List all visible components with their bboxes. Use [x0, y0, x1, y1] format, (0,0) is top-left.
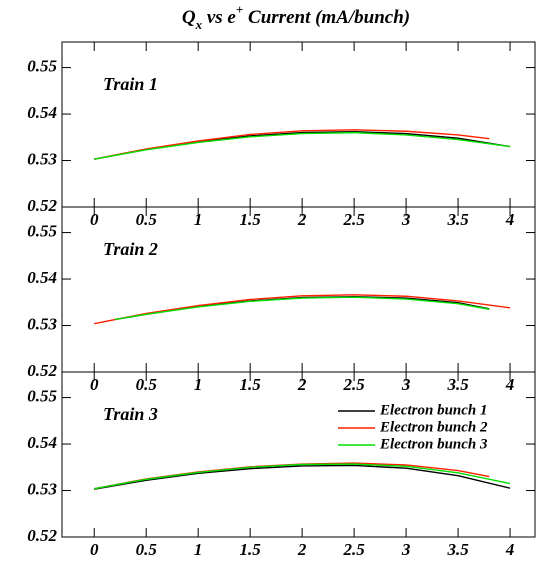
x-tick-label: 3 [401, 375, 411, 394]
y-tick-label: 0.52 [27, 196, 57, 215]
plot-frame [61, 206, 536, 373]
x-tick-label: 0.5 [136, 375, 158, 394]
series-line [94, 129, 490, 160]
x-tick-label: 3 [401, 210, 411, 229]
title-part: Current (mA/bunch) [243, 7, 410, 28]
panel-label: Train 3 [103, 404, 158, 424]
y-tick-label: 0.54 [27, 433, 57, 452]
x-tick-label: 1 [194, 540, 203, 559]
y-tick-label: 0.55 [27, 386, 57, 405]
series-line [94, 464, 511, 490]
x-tick-label: 4 [505, 540, 515, 559]
x-tick-label: 4 [505, 210, 515, 229]
title-part: + [236, 2, 243, 17]
panel-label: Train 2 [103, 239, 158, 259]
series-line [94, 294, 511, 325]
x-tick-label: 3.5 [446, 375, 469, 394]
x-tick-label: 1 [194, 375, 203, 394]
x-tick-label: 3 [401, 540, 411, 559]
y-tick-label: 0.55 [27, 56, 57, 75]
x-tick-label: 2.5 [342, 210, 365, 229]
plot-frame [61, 41, 536, 208]
x-tick-label: 0.5 [136, 540, 158, 559]
title-part: x [195, 17, 203, 32]
x-tick-label: 2 [297, 375, 307, 394]
x-tick-label: 1.5 [240, 210, 262, 229]
y-tick-label: 0.52 [27, 526, 57, 545]
x-tick-label: 0.5 [136, 210, 158, 229]
x-tick-label: 3.5 [446, 540, 469, 559]
y-tick-label: 0.53 [27, 314, 57, 333]
legend-label: Electron bunch 1 [379, 402, 488, 418]
legend-label: Electron bunch 2 [379, 419, 488, 435]
title-part: vs e [202, 7, 236, 28]
x-tick-label: 0 [90, 210, 99, 229]
y-tick-label: 0.55 [27, 221, 57, 240]
x-tick-label: 4 [505, 375, 515, 394]
series-line [94, 131, 511, 160]
series-line [94, 463, 511, 490]
plot-frame [61, 371, 536, 538]
x-tick-label: 2 [297, 210, 307, 229]
x-tick-label: 3.5 [446, 210, 469, 229]
series-line [114, 295, 490, 321]
series-line [94, 130, 511, 160]
panel-label: Train 1 [103, 74, 158, 94]
x-tick-label: 0 [90, 540, 99, 559]
legend-label: Electron bunch 3 [379, 436, 488, 452]
x-tick-label: 2 [297, 540, 307, 559]
x-tick-label: 1.5 [240, 375, 262, 394]
y-tick-label: 0.53 [27, 479, 57, 498]
series-line [114, 296, 490, 321]
x-tick-label: 2.5 [342, 540, 365, 559]
chart-title: Qx vs e+ Current (mA/bunch) [182, 2, 410, 32]
x-tick-label: 0 [90, 375, 99, 394]
y-tick-label: 0.53 [27, 149, 57, 168]
x-tick-label: 1 [194, 210, 203, 229]
x-tick-label: 1.5 [240, 540, 262, 559]
y-tick-label: 0.54 [27, 268, 57, 287]
y-tick-label: 0.54 [27, 103, 57, 122]
y-tick-label: 0.52 [27, 361, 57, 380]
title-part: Q [182, 7, 196, 28]
x-tick-label: 2.5 [342, 375, 365, 394]
